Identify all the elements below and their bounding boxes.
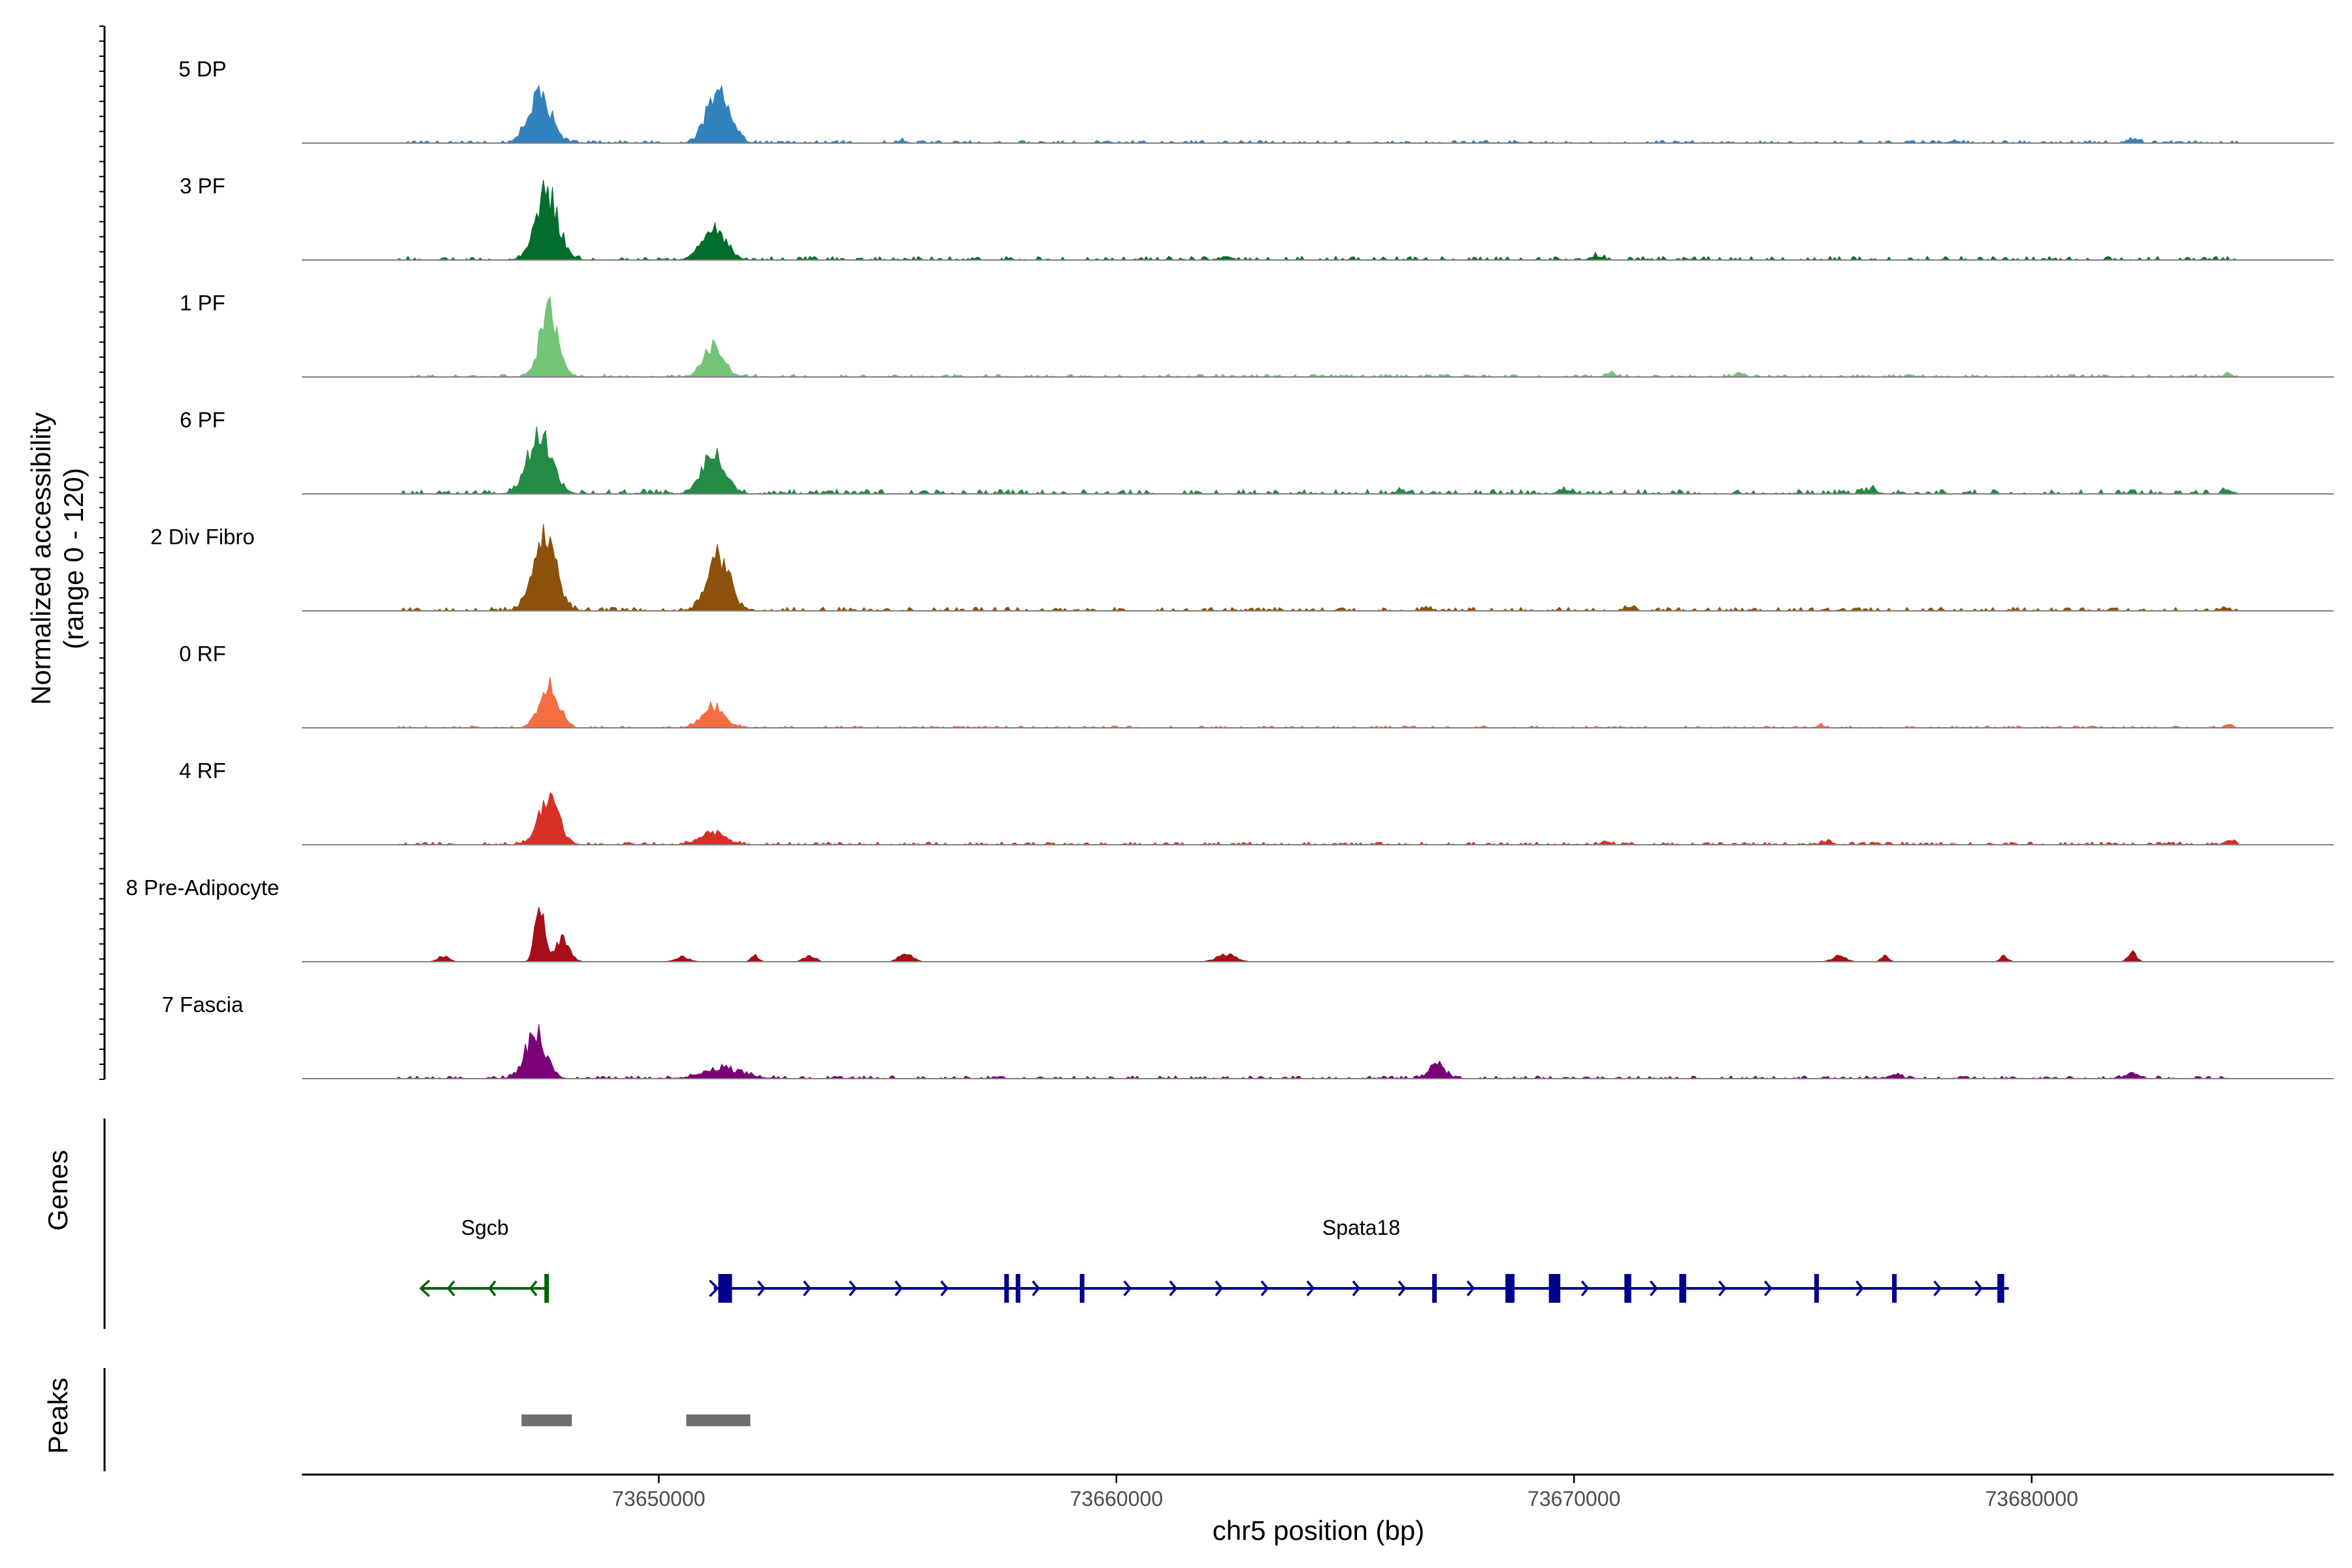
strand-arrow [1123, 1280, 1132, 1297]
strand-arrow [1032, 1280, 1040, 1297]
x-axis: 73650000 73660000 73670000 73680000 [302, 1473, 2334, 1511]
exon [1892, 1274, 1897, 1303]
exon [1015, 1274, 1021, 1303]
strand-arrow [1649, 1280, 1658, 1297]
exon [1624, 1274, 1631, 1303]
track-label: 6 PF [180, 408, 225, 432]
coverage-area-2 [302, 296, 2334, 378]
coverage-area-0 [302, 84, 2334, 144]
strand-arrow [757, 1280, 766, 1297]
coverage-area-8 [302, 1024, 2334, 1079]
strand-arrow [894, 1280, 903, 1297]
strand-arrow [1718, 1280, 1727, 1297]
strand-arrow [1352, 1280, 1361, 1297]
strand-arrow [1855, 1280, 1864, 1297]
peak-region-0 [521, 1414, 572, 1426]
coverage-area-3 [302, 426, 2334, 495]
coverage-area-5 [302, 676, 2334, 728]
exon [544, 1274, 549, 1303]
strand-arrow [1260, 1280, 1269, 1297]
strand-arrow [803, 1280, 811, 1297]
track-label: 7 Fascia [162, 992, 244, 1017]
exon [1679, 1274, 1686, 1303]
peak-region-1 [686, 1414, 751, 1426]
strand-arrow [940, 1280, 949, 1297]
strand-arrow [1215, 1280, 1224, 1297]
strand-arrow [849, 1280, 857, 1297]
x-tick-label: 73650000 [612, 1487, 705, 1511]
track-label: 0 RF [179, 642, 226, 666]
strand-arrow [446, 1280, 455, 1297]
peaks-panel [521, 1414, 751, 1426]
track-label: 1 PF [180, 291, 225, 315]
strand-arrow [1306, 1280, 1315, 1297]
x-tick-label: 73670000 [1527, 1487, 1620, 1511]
peaks-panel-label: Peaks [42, 1378, 73, 1454]
strand-arrow [487, 1280, 497, 1297]
x-axis-label: chr5 position (bp) [1213, 1515, 1425, 1546]
left-axes [99, 25, 106, 1471]
coverage-tracks [302, 84, 2334, 1079]
gene-annotation-panel: Sgcb Spata18 [419, 1216, 2009, 1303]
exon [1814, 1274, 1819, 1303]
y-axis-range-label: (range 0 - 120) [58, 468, 89, 649]
strand-arrow [1397, 1280, 1407, 1297]
strand-arrow [709, 1279, 719, 1298]
gene-label-sgcb: Sgcb [461, 1216, 509, 1239]
x-tick-label: 73660000 [1070, 1487, 1163, 1511]
exon [1548, 1274, 1561, 1303]
coverage-area-6 [302, 792, 2334, 845]
track-label: 2 Div Fibro [150, 525, 255, 549]
track-label: 4 RF [179, 759, 226, 783]
exon [1997, 1274, 2004, 1303]
exon [1004, 1274, 1009, 1303]
y-axis-label: Normalized accessibility [25, 412, 56, 705]
strand-arrow [1169, 1280, 1178, 1297]
exon [1079, 1274, 1085, 1303]
track-labels: 5 DP 3 PF 1 PF 6 PF 2 Div Fibro 0 RF 4 RF 8 Pre… [126, 57, 280, 1017]
coverage-area-1 [302, 180, 2334, 261]
strand-arrow [1974, 1280, 1983, 1297]
coverage-area-7 [302, 907, 2334, 962]
coverage-area-4 [302, 523, 2334, 612]
track-label: 5 DP [178, 57, 226, 81]
strand-arrow [1933, 1280, 1942, 1297]
exon [1505, 1274, 1515, 1303]
strand-arrow [1580, 1280, 1590, 1297]
exon [1432, 1274, 1437, 1303]
strand-arrow [529, 1280, 538, 1297]
gene-label-spata18: Spata18 [1322, 1216, 1400, 1239]
track-label: 3 PF [180, 174, 225, 198]
strand-arrow [419, 1279, 431, 1298]
strand-arrow [1764, 1280, 1772, 1297]
genes-panel-label: Genes [42, 1150, 73, 1231]
x-tick-label: 73680000 [1985, 1487, 2078, 1511]
strand-arrow [1466, 1280, 1475, 1297]
track-label: 8 Pre-Adipocyte [126, 875, 280, 900]
exon [718, 1274, 732, 1303]
